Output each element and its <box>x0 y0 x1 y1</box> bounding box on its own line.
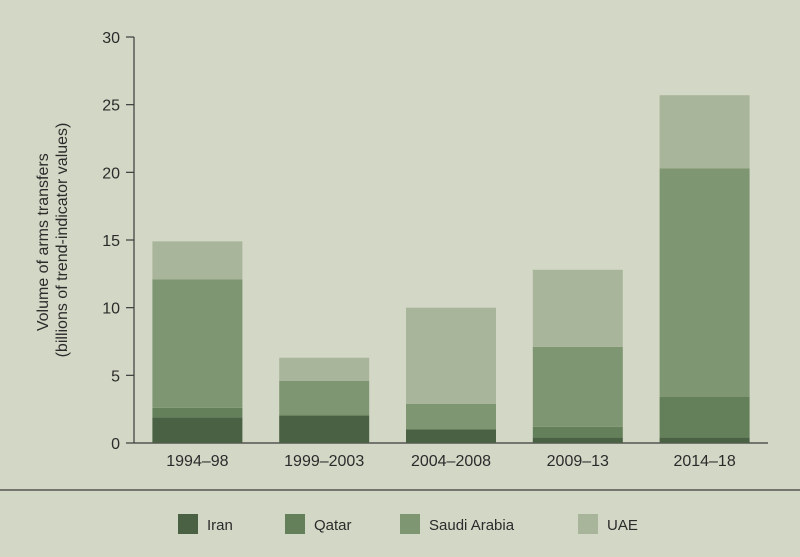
y-tick-label: 5 <box>111 368 120 385</box>
bar-segment-iran <box>406 429 496 443</box>
x-tick-label: 1994–98 <box>166 453 228 470</box>
bar-segment-iran <box>532 437 623 443</box>
bar-segment-saudi-arabia <box>532 346 623 427</box>
x-tick-label: 2009–13 <box>547 453 609 470</box>
bar-segment-qatar <box>532 426 623 438</box>
bar-stack <box>152 241 243 443</box>
bar-segment-qatar <box>279 414 370 416</box>
y-tick-label: 10 <box>102 301 120 318</box>
bar-segment-iran <box>659 437 750 443</box>
x-axis: 1994–98 1999–2003 2004–2008 2009–13 2014–18 <box>134 442 768 470</box>
y-axis: 0 5 10 15 20 25 30 <box>102 30 135 453</box>
y-tick-label: 25 <box>102 98 120 115</box>
y-axis-title-line1: Volume of arms transfers <box>35 153 52 331</box>
y-tick-label: 30 <box>102 30 120 47</box>
legend-swatch <box>285 514 305 534</box>
legend-label: Saudi Arabia <box>429 517 515 534</box>
x-tick-label: 1999–2003 <box>284 453 364 470</box>
bar-segment-saudi-arabia <box>152 279 243 408</box>
bars <box>152 95 750 443</box>
legend-label: UAE <box>607 517 638 534</box>
legend-item-iran: Iran <box>178 514 233 534</box>
bar-stack <box>659 95 750 443</box>
bar-segment-uae <box>532 269 623 347</box>
legend-label: Iran <box>207 517 233 534</box>
bar-segment-saudi-arabia <box>659 168 750 397</box>
bar-segment-iran <box>279 415 370 443</box>
legend-swatch <box>578 514 598 534</box>
legend-swatch <box>178 514 198 534</box>
y-tick-label: 15 <box>102 233 120 250</box>
y-axis-title: Volume of arms transfers (billions of tr… <box>35 123 71 358</box>
legend-swatch <box>400 514 420 534</box>
legend-item-saudi-arabia: Saudi Arabia <box>400 514 515 534</box>
x-tick-label: 2004–2008 <box>411 453 491 470</box>
y-tick-label: 0 <box>111 436 120 453</box>
legend-label: Qatar <box>314 517 352 534</box>
bar-segment-uae <box>152 241 243 280</box>
bar-segment-qatar <box>659 396 750 438</box>
legend: Iran Qatar Saudi Arabia UAE <box>178 514 638 534</box>
legend-item-qatar: Qatar <box>285 514 352 534</box>
bar-stack <box>279 357 370 443</box>
bar-segment-qatar <box>152 407 243 418</box>
bar-segment-saudi-arabia <box>279 380 370 415</box>
bar-segment-iran <box>152 417 243 443</box>
bar-segment-saudi-arabia <box>406 403 496 430</box>
bar-segment-uae <box>279 357 370 381</box>
x-tick-label: 2014–18 <box>673 453 735 470</box>
y-axis-title-line2: (billions of trend-indicator values) <box>54 123 71 358</box>
bar-segment-uae <box>659 95 750 169</box>
legend-item-uae: UAE <box>578 514 638 534</box>
bar-segment-uae <box>406 307 496 404</box>
bar-stack <box>532 269 623 443</box>
y-tick-label: 20 <box>102 165 120 182</box>
bar-stack <box>406 307 496 443</box>
